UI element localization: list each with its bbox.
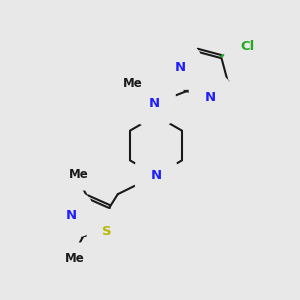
Text: N: N — [149, 97, 160, 110]
Text: N: N — [65, 208, 76, 221]
Text: N: N — [150, 169, 161, 182]
Text: S: S — [103, 225, 112, 238]
Text: Me: Me — [69, 168, 89, 181]
Text: N: N — [205, 91, 216, 104]
Text: Me: Me — [123, 77, 143, 90]
Text: Cl: Cl — [240, 40, 254, 53]
Text: Me: Me — [65, 252, 85, 265]
Text: N: N — [175, 61, 186, 74]
